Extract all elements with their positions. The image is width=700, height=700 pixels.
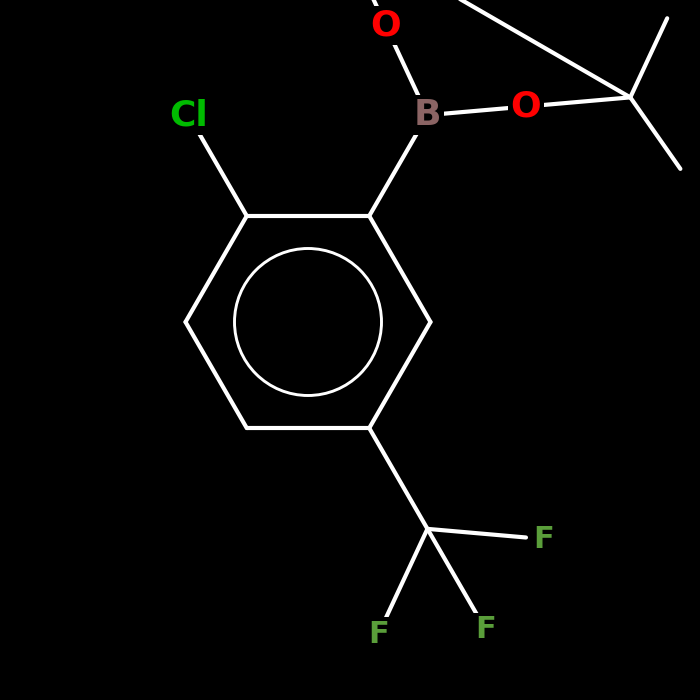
Text: B: B — [414, 98, 441, 132]
Text: O: O — [370, 8, 401, 43]
Text: F: F — [475, 615, 496, 644]
Text: F: F — [368, 620, 388, 649]
Text: F: F — [533, 524, 554, 554]
Text: O: O — [510, 90, 541, 123]
Text: Cl: Cl — [169, 98, 208, 132]
